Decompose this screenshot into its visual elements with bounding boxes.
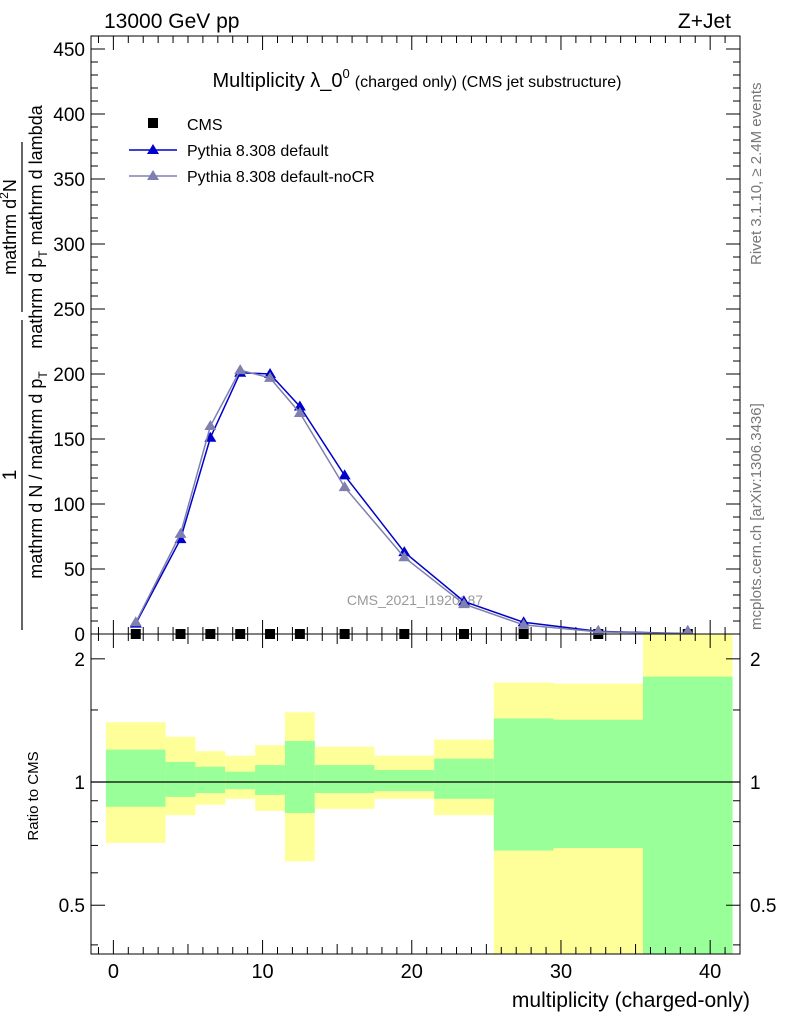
x-tick-label: 20 <box>401 961 423 983</box>
ratio-y-tick-label-right: 2 <box>750 650 761 671</box>
x-tick-label: 30 <box>550 961 572 983</box>
x-tick-label: 40 <box>699 961 721 983</box>
svg-text:Multiplicity λ_00(charged only: Multiplicity λ_00 (charged only) (CMS jet… <box>212 66 621 92</box>
ratio-band-inner <box>374 770 435 792</box>
ratio-y-tick-label: 1 <box>74 773 85 794</box>
watermark: CMS_2021_I1920187 <box>347 592 483 608</box>
svg-text:mathrm d pT mathrm d lambda: mathrm d pT mathrm d lambda <box>26 104 50 348</box>
ratio-band-inner <box>314 765 375 794</box>
y-tick-label: 450 <box>53 40 85 61</box>
ylabel-left-num: 1 <box>0 470 21 481</box>
y-tick-label: 50 <box>64 560 85 581</box>
y-tick-label: 150 <box>53 430 85 451</box>
header-process: Z+Jet <box>678 10 731 33</box>
ylabel-left-den-sub: T <box>36 371 50 379</box>
ylabel-right-num-tail: N <box>0 179 20 192</box>
ratio-band-inner <box>434 758 494 799</box>
ylabel-right-den-sub: T <box>36 250 50 258</box>
ratio-y-tick-label-right: 0.5 <box>750 896 776 917</box>
header-energy: 13000 GeV pp <box>104 10 239 33</box>
ratio-band-inner <box>643 676 733 954</box>
series-marker-nocr <box>517 618 530 629</box>
series-marker-nocr <box>293 407 306 417</box>
ratio-band-inner <box>165 761 196 797</box>
legend: CMS Pythia 8.308 default Pythia 8.308 de… <box>129 117 375 186</box>
legend-label-default: Pythia 8.308 default <box>187 143 329 160</box>
title-sup: 0 <box>343 66 350 81</box>
main-ylabel: 1 mathrm d N / mathrm d pT mathrm d2N ma… <box>0 104 50 630</box>
series-marker-nocr <box>234 364 247 375</box>
ratio-band-inner <box>195 766 226 794</box>
y-tick-label: 0 <box>74 625 85 646</box>
ratio-band-inner <box>553 719 644 848</box>
ratio-y-tick-label: 2 <box>74 650 85 671</box>
ratio-band-inner <box>493 718 554 851</box>
y-tick-label: 300 <box>53 235 85 256</box>
series-marker-nocr <box>398 551 411 562</box>
ylabel-right-den-tail: mathrm d lambda <box>26 104 46 250</box>
ratio-bands <box>105 634 733 954</box>
series-marker-nocr <box>338 481 351 492</box>
legend-marker-cms <box>148 118 158 128</box>
series-marker-nocr <box>264 371 277 382</box>
main-axes: 0 50 100 150 200 250 300 350 400 450 <box>53 35 740 646</box>
series-marker-default <box>338 469 351 480</box>
ylabel-left-den: mathrm d N / mathrm d p <box>26 379 46 579</box>
series-marker-nocr <box>174 527 187 538</box>
y-tick-label: 400 <box>53 105 85 126</box>
legend-label-cms: CMS <box>187 117 223 134</box>
y-tick-label: 250 <box>53 300 85 321</box>
ratio-y-tick-label-right: 1 <box>750 773 761 794</box>
ratio-panel: 0.5 0.51 12 20 10 20 30 40 <box>59 633 776 983</box>
x-axis-label: multiplicity (charged-only) <box>512 989 750 1012</box>
series-marker-nocr <box>204 420 217 430</box>
ratio-band-inner <box>255 765 285 795</box>
ratio-band-inner <box>284 740 315 814</box>
y-tick-label: 100 <box>53 495 85 516</box>
y-tick-label: 350 <box>53 170 85 191</box>
rivet-label: Rivet 3.1.10, ≥ 2.4M events <box>748 83 765 266</box>
series-marker-nocr <box>129 616 142 627</box>
title-suffix: (charged only) (CMS jet substructure) <box>355 74 622 91</box>
legend-marker-nocr <box>147 170 159 180</box>
ratio-band-inner <box>225 771 256 790</box>
svg-text:mathrm d N / mathrm d pT: mathrm d N / mathrm d pT <box>26 371 50 579</box>
ylabel-right-num-sup: 2 <box>0 192 11 199</box>
plot-title: Multiplicity λ_00 (charged only) (CMS jet… <box>212 66 621 92</box>
series-marker-nocr <box>592 625 605 635</box>
mcplots-label: mcplots.cern.ch [arXiv:1306.3436] <box>748 403 765 630</box>
x-tick-label: 10 <box>251 961 273 983</box>
title-main: Multiplicity λ_0 <box>212 70 342 92</box>
ratio-ylabel: Ratio to CMS <box>25 751 42 840</box>
ylabel-right-num: mathrm d <box>0 199 20 275</box>
series-marker-default <box>293 400 306 411</box>
legend-marker-default <box>147 144 159 154</box>
ratio-band-inner <box>105 749 166 807</box>
ratio-frame <box>90 633 741 955</box>
ratio-y-tick-label: 0.5 <box>59 896 85 917</box>
series-line-nocr <box>135 369 688 635</box>
series-marker-nocr <box>681 625 694 635</box>
y-tick-label: 200 <box>53 365 85 386</box>
ratio-axes: 0.5 0.51 12 20 10 20 30 40 <box>59 634 776 983</box>
legend-label-nocr: Pythia 8.308 default-noCR <box>187 169 375 186</box>
svg-text:mathrm d2N: mathrm d2N <box>0 179 20 275</box>
series-line-default <box>135 371 688 635</box>
series-marker-nocr <box>457 598 470 609</box>
x-tick-label: 0 <box>108 961 119 983</box>
ylabel-right-den: mathrm d p <box>26 258 46 349</box>
